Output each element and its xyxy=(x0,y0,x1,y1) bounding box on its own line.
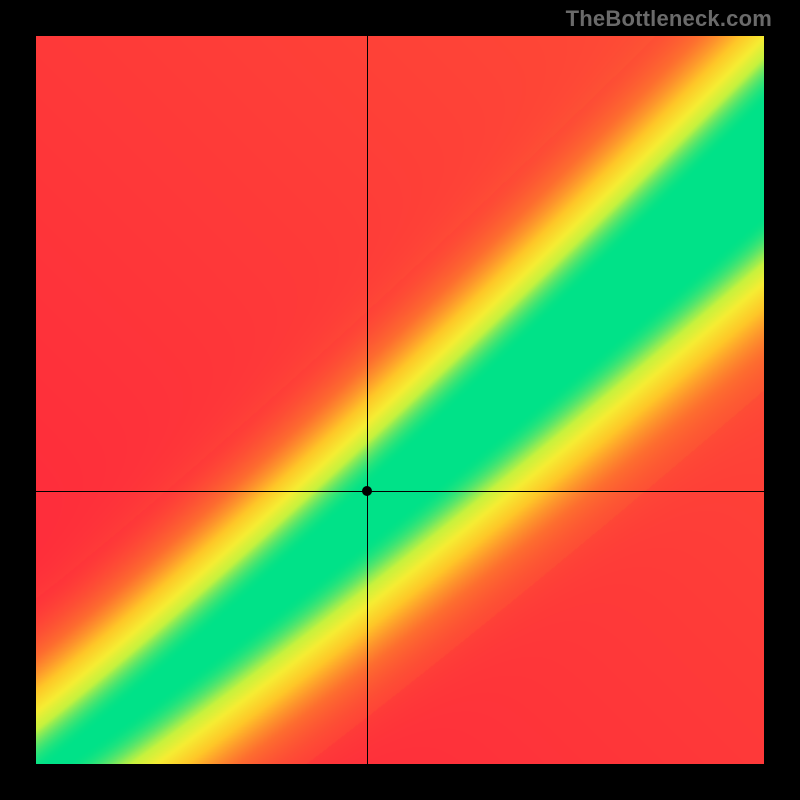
crosshair-vertical xyxy=(367,36,368,764)
watermark-text: TheBottleneck.com xyxy=(566,6,772,32)
crosshair-horizontal xyxy=(36,491,764,492)
heatmap-plot xyxy=(36,36,764,764)
figure-container: TheBottleneck.com xyxy=(0,0,800,800)
heatmap-canvas xyxy=(36,36,764,764)
